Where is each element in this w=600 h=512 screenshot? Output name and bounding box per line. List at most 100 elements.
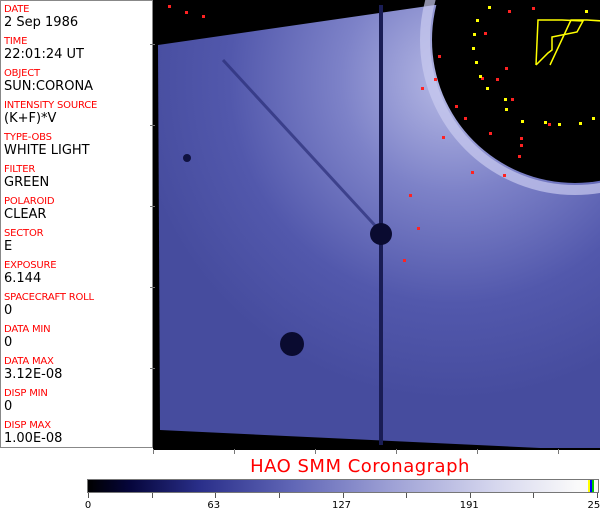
colorbar-tick — [215, 493, 217, 498]
info-field: DATA MIN 0 — [4, 324, 51, 350]
info-field-label: POLAROID — [4, 196, 55, 207]
yellow-marker — [479, 75, 482, 78]
info-field-label: EXPOSURE — [4, 260, 57, 271]
red-marker — [442, 136, 445, 139]
info-field-value: SUN:CORONA — [4, 79, 94, 94]
chart-title: HAO SMM Coronagraph — [250, 456, 470, 477]
colorbar-tick — [88, 493, 89, 498]
info-field-value: 1.00E-08 — [4, 431, 63, 446]
yellow-marker — [473, 33, 476, 36]
yellow-marker — [544, 121, 547, 124]
red-marker — [434, 78, 437, 81]
dark-spot-small — [183, 154, 191, 162]
sun-outline-marker — [549, 19, 600, 66]
info-field-label: DATA MAX — [4, 356, 54, 367]
axis-tick — [234, 449, 235, 454]
colorbar-tick — [406, 493, 408, 498]
axis-tick — [477, 449, 478, 454]
header-info-panel: DATE 2 Sep 1986 TIME 22:01:24 UT OBJECT SUN:C… — [0, 0, 153, 448]
info-field: POLAROID CLEAR — [4, 196, 55, 222]
coronagraph-image — [153, 0, 600, 450]
info-field-value: 0 — [4, 399, 13, 414]
info-field-label: INTENSITY SOURCE — [4, 100, 98, 111]
red-marker — [481, 77, 484, 80]
red-marker — [185, 11, 188, 14]
grid-markers — [168, 5, 595, 262]
colorbar-tick-label: 255 — [587, 500, 600, 511]
info-field-value: 0 — [4, 335, 13, 350]
info-field-value: E — [4, 239, 13, 254]
colorbar-tick-label: 63 — [207, 500, 221, 511]
info-field-value: (K+F)*V — [4, 111, 57, 126]
yellow-marker — [476, 19, 479, 22]
colorbar-tick — [278, 493, 280, 498]
colorbar-overlay-colors — [588, 480, 594, 492]
axis-tick — [153, 449, 154, 454]
info-field-label: DATE — [4, 4, 30, 15]
info-field: DISP MIN 0 — [4, 388, 48, 414]
red-marker — [484, 32, 487, 35]
occulter-bright-ring — [420, 0, 600, 195]
info-field-label: SPACECRAFT ROLL — [4, 292, 94, 303]
colorbar-tick — [533, 493, 535, 498]
info-field-value: 6.144 — [4, 271, 42, 286]
occulter-bulb — [370, 223, 392, 245]
red-marker — [471, 171, 474, 174]
red-marker — [421, 87, 424, 90]
info-field-label: DISP MIN — [4, 388, 48, 399]
info-field-value: 3.12E-08 — [4, 367, 63, 382]
info-field: EXPOSURE 6.144 — [4, 260, 57, 286]
info-field-label: OBJECT — [4, 68, 40, 79]
info-field: SPACECRAFT ROLL 0 — [4, 292, 94, 318]
axis-tick — [150, 44, 155, 45]
info-field-value: GREEN — [4, 175, 50, 190]
info-field: TIME 22:01:24 UT — [4, 36, 84, 62]
yellow-marker — [505, 108, 508, 111]
info-field-value: 0 — [4, 303, 13, 318]
info-field-value: WHITE LIGHT — [4, 143, 90, 158]
colorbar-tick-label: 0 — [84, 500, 92, 511]
yellow-marker — [579, 122, 582, 125]
red-marker — [532, 7, 535, 10]
info-field: TYPE-OBS WHITE LIGHT — [4, 132, 90, 158]
info-field-label: SECTOR — [4, 228, 44, 239]
colorbar-tick — [597, 493, 598, 498]
info-field: DATA MAX 3.12E-08 — [4, 356, 62, 382]
colorbar — [87, 479, 599, 493]
sun-outline-marker-2 — [535, 19, 585, 66]
red-marker — [403, 259, 406, 262]
axis-tick — [150, 368, 155, 369]
yellow-marker — [488, 6, 491, 9]
info-field: FILTER GREEN — [4, 164, 49, 190]
colorbar-tick-label: 191 — [459, 500, 479, 511]
info-field: INTENSITY SOURCE (K+F)*V — [4, 100, 97, 126]
info-field-label: FILTER — [4, 164, 36, 175]
red-marker — [489, 132, 492, 135]
axis-tick — [150, 125, 155, 126]
axis-tick — [558, 449, 559, 454]
occulting-disk — [432, 0, 600, 183]
red-marker — [202, 15, 205, 18]
red-marker — [511, 98, 514, 101]
red-marker — [520, 137, 523, 140]
colorbar-tick-label: 127 — [331, 500, 352, 511]
info-field-label: DISP MAX — [4, 420, 51, 431]
info-field-label: TYPE-OBS — [4, 132, 52, 143]
colorbar-tick — [469, 493, 471, 498]
yellow-marker — [558, 123, 561, 126]
yellow-marker — [585, 10, 588, 13]
yellow-marker — [592, 117, 595, 120]
red-marker — [520, 144, 523, 147]
yellow-marker — [475, 61, 478, 64]
red-marker — [417, 227, 420, 230]
yellow-marker — [521, 120, 524, 123]
diagonal-shadow — [221, 58, 383, 234]
dark-spot — [280, 332, 304, 356]
colorbar-tick — [151, 493, 153, 498]
info-field-value: CLEAR — [4, 207, 47, 222]
yellow-marker — [472, 47, 475, 50]
axis-tick — [150, 287, 155, 288]
red-marker — [505, 67, 508, 70]
info-field: DATE 2 Sep 1986 — [4, 4, 78, 30]
red-marker — [168, 5, 171, 8]
